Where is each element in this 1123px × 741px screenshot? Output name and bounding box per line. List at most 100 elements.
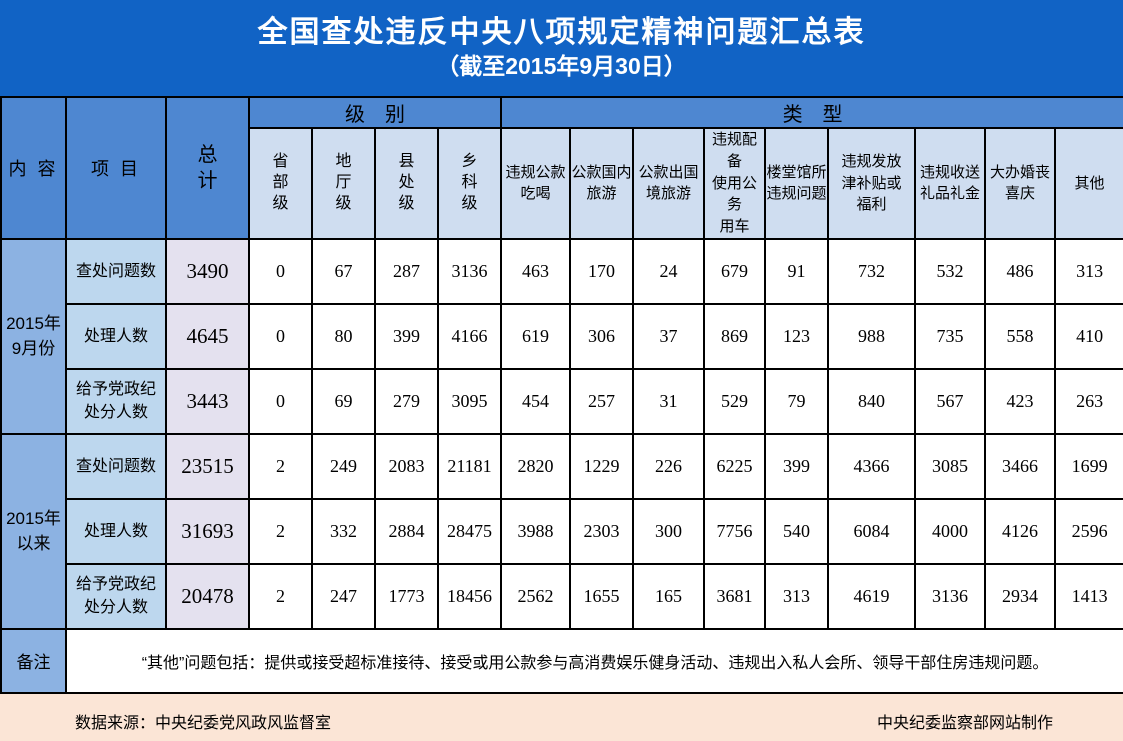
data-cell: 332 (311, 497, 376, 565)
data-cell: 2596 (1053, 497, 1123, 565)
project-label: 处理人数 (65, 302, 167, 370)
header-type-dining: 违规公款 吃喝 (500, 127, 571, 240)
header-total: 总 计 (165, 96, 250, 240)
data-cell: 869 (703, 302, 766, 370)
data-cell: 2303 (569, 497, 634, 565)
data-cell: 4166 (437, 302, 502, 370)
data-cell: 454 (500, 367, 571, 435)
data-cell: 2820 (500, 432, 571, 500)
data-cell: 410 (1053, 302, 1123, 370)
header-type-overseas-travel: 公款出国 境旅游 (632, 127, 705, 240)
data-cell: 3466 (984, 432, 1056, 500)
data-cell: 2 (248, 562, 313, 630)
data-cell: 257 (569, 367, 634, 435)
data-cell: 2083 (374, 432, 439, 500)
data-cell: 313 (1053, 237, 1123, 305)
total-cell: 31693 (165, 497, 250, 565)
data-cell: 0 (248, 367, 313, 435)
data-cell: 3136 (914, 562, 986, 630)
project-label: 给予党政纪 处分人数 (65, 562, 167, 630)
header-type-domestic-travel: 公款国内 旅游 (569, 127, 634, 240)
data-cell: 1229 (569, 432, 634, 500)
header-level-township: 乡 科 级 (437, 127, 502, 240)
data-cell: 4000 (914, 497, 986, 565)
data-cell: 1773 (374, 562, 439, 630)
data-cell: 735 (914, 302, 986, 370)
project-label: 查处问题数 (65, 237, 167, 305)
data-cell: 226 (632, 432, 705, 500)
data-cell: 540 (764, 497, 829, 565)
header-content: 内 容 (0, 96, 67, 240)
data-cell: 4619 (827, 562, 916, 630)
data-cell: 3988 (500, 497, 571, 565)
rowgroup-since2015: 2015年 以来 (0, 432, 67, 630)
data-cell: 3095 (437, 367, 502, 435)
header-project: 项 目 (65, 96, 167, 240)
header-level-county: 县 处 级 (374, 127, 439, 240)
project-label: 给予党政纪 处分人数 (65, 367, 167, 435)
remark-text: “其他”问题包括：提供或接受超标准接待、接受或用公款参与高消费娱乐健身活动、违规… (64, 627, 1123, 694)
header-level-prefecture: 地 厅 级 (311, 127, 376, 240)
header-type-other: 其他 (1053, 127, 1123, 240)
rowgroup-sep2015: 2015年 9月份 (0, 237, 67, 435)
data-cell: 21181 (437, 432, 502, 500)
data-cell: 67 (311, 237, 376, 305)
total-cell: 3490 (165, 237, 250, 305)
data-cell: 6225 (703, 432, 766, 500)
data-cell: 1413 (1053, 562, 1123, 630)
total-cell: 3443 (165, 367, 250, 435)
data-cell: 558 (984, 302, 1056, 370)
header-group-level: 级 别 (248, 96, 502, 129)
data-cell: 529 (703, 367, 766, 435)
data-cell: 463 (500, 237, 571, 305)
data-cell: 24 (632, 237, 705, 305)
data-source-text: 数据来源：中央纪委党风政风监督室 (75, 715, 332, 733)
data-cell: 4366 (827, 432, 916, 500)
header-level-provincial: 省 部 级 (248, 127, 313, 240)
data-cell: 2562 (500, 562, 571, 630)
data-cell: 37 (632, 302, 705, 370)
header-type-buildings: 楼堂馆所 违规问题 (764, 127, 829, 240)
data-cell: 988 (827, 302, 916, 370)
violations-summary-table: 内 容 项 目 总 计 级 别 类 型 省 部 级 地 厅 级 县 处 级 乡 … (0, 96, 1123, 694)
data-cell: 532 (914, 237, 986, 305)
data-cell: 165 (632, 562, 705, 630)
data-cell: 1699 (1053, 432, 1123, 500)
data-cell: 2 (248, 497, 313, 565)
data-cell: 6084 (827, 497, 916, 565)
data-cell: 679 (703, 237, 766, 305)
project-label: 处理人数 (65, 497, 167, 565)
data-cell: 300 (632, 497, 705, 565)
footer-strip: 数据来源：中央纪委党风政风监督室 中央纪委监察部网站制作 (0, 693, 1123, 741)
page-subtitle: （截至2015年9月30日） (436, 53, 687, 79)
data-cell: 79 (764, 367, 829, 435)
data-cell: 1655 (569, 562, 634, 630)
data-cell: 399 (764, 432, 829, 500)
data-cell: 399 (374, 302, 439, 370)
project-label: 查处问题数 (65, 432, 167, 500)
header-type-subsidies: 违规发放 津补贴或 福利 (827, 127, 916, 240)
data-cell: 2934 (984, 562, 1056, 630)
data-cell: 69 (311, 367, 376, 435)
data-cell: 486 (984, 237, 1056, 305)
total-cell: 23515 (165, 432, 250, 500)
data-cell: 3136 (437, 237, 502, 305)
total-cell: 4645 (165, 302, 250, 370)
data-cell: 2884 (374, 497, 439, 565)
header-group-type: 类 型 (499, 96, 1123, 129)
header-type-weddings-funerals: 大办婚丧 喜庆 (984, 127, 1056, 240)
header-type-official-cars: 违规配备 使用公务 用车 (703, 127, 766, 240)
credit-text: 中央纪委监察部网站制作 (876, 715, 1053, 733)
data-cell: 840 (827, 367, 916, 435)
data-cell: 170 (569, 237, 634, 305)
data-cell: 91 (764, 237, 829, 305)
data-cell: 7756 (703, 497, 766, 565)
data-cell: 279 (374, 367, 439, 435)
data-cell: 313 (764, 562, 829, 630)
data-cell: 3681 (703, 562, 766, 630)
data-cell: 80 (311, 302, 376, 370)
data-cell: 249 (311, 432, 376, 500)
total-cell: 20478 (165, 562, 250, 630)
data-cell: 732 (827, 237, 916, 305)
